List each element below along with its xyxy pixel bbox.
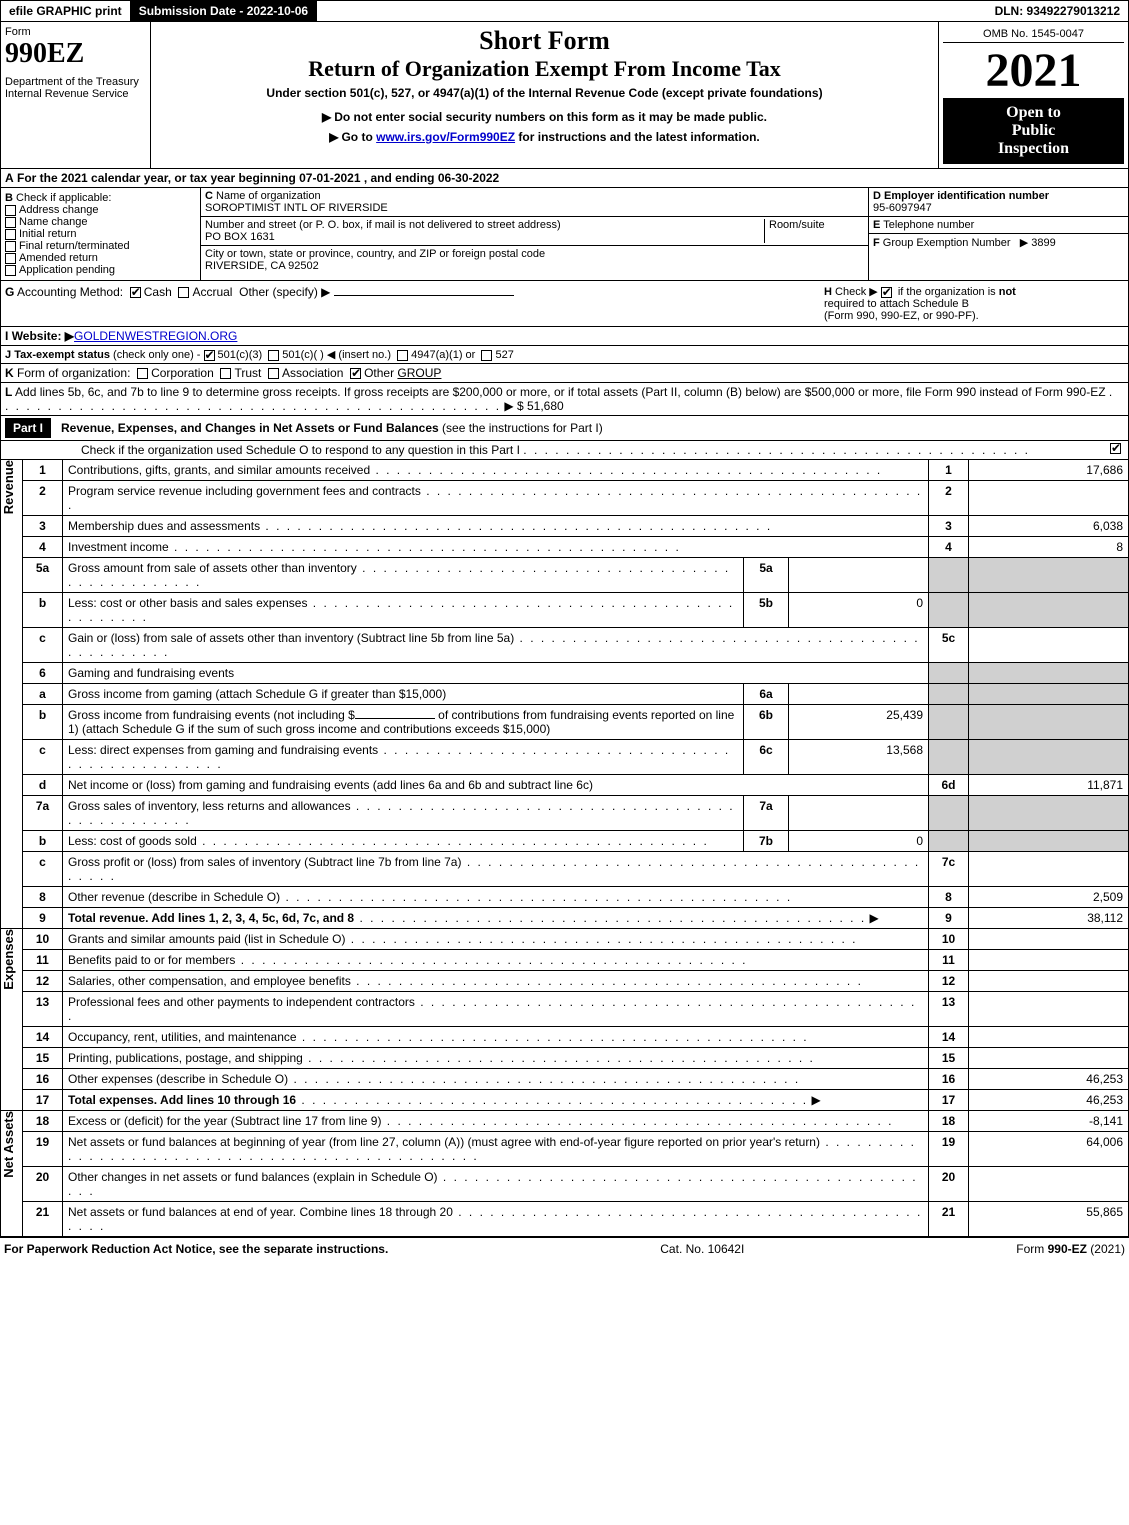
form-word: Form [5, 26, 146, 38]
netassets-side-label: Net Assets [1, 1111, 16, 1178]
room-suite-label: Room/suite [764, 219, 864, 243]
checkbox-name-change[interactable] [5, 217, 16, 228]
line18-amount: -8,141 [969, 1111, 1129, 1132]
other-org-value: GROUP [397, 366, 441, 380]
checkbox-trust[interactable] [220, 368, 231, 379]
line8-amount: 2,509 [969, 887, 1129, 908]
irs-link[interactable]: www.irs.gov/Form990EZ [376, 130, 515, 144]
top-bar: efile GRAPHIC print Submission Date - 20… [0, 0, 1129, 22]
form-number: 990EZ [5, 38, 146, 70]
ein-value: 95-6097947 [873, 202, 932, 214]
footer-catalog: Cat. No. 10642I [660, 1242, 744, 1256]
line6d-amount: 11,871 [969, 775, 1129, 796]
form-header: Form 990EZ Department of the Treasury In… [0, 22, 1129, 169]
section-c: C Name of organizationSOROPTIMIST INTL O… [201, 188, 868, 280]
checkbox-amended-return[interactable] [5, 253, 16, 264]
dept-treasury: Department of the Treasury [5, 76, 146, 88]
line3-amount: 6,038 [969, 516, 1129, 537]
section-bcd: B Check if applicable: Address change Na… [0, 188, 1129, 281]
checkbox-cash[interactable] [130, 287, 141, 298]
checkbox-application-pending[interactable] [5, 265, 16, 276]
checkbox-initial-return[interactable] [5, 229, 16, 240]
part1-header: Part I Revenue, Expenses, and Changes in… [0, 416, 1129, 441]
dln-label: DLN: 93492279013212 [987, 1, 1128, 21]
line4-amount: 8 [969, 537, 1129, 558]
submission-date-pill: Submission Date - 2022-10-06 [131, 1, 317, 21]
line19-amount: 64,006 [969, 1132, 1129, 1167]
org-city: RIVERSIDE, CA 92502 [205, 260, 319, 272]
gross-receipts: $ 51,680 [517, 399, 564, 413]
subtitle: Under section 501(c), 527, or 4947(a)(1)… [155, 86, 934, 100]
part1-table: Revenue 1Contributions, gifts, grants, a… [0, 460, 1129, 1237]
dept-irs: Internal Revenue Service [5, 88, 146, 100]
footer-form-ref: Form 990-EZ (2021) [1016, 1242, 1125, 1256]
section-def: D Employer identification number95-60979… [868, 188, 1128, 280]
part1-label: Part I [5, 418, 51, 438]
section-l: L Add lines 5b, 6c, and 7b to line 9 to … [0, 383, 1129, 416]
checkbox-4947[interactable] [397, 350, 408, 361]
section-gh: G Accounting Method: Cash Accrual Other … [0, 281, 1129, 327]
checkbox-527[interactable] [481, 350, 492, 361]
org-address: PO BOX 1631 [205, 231, 275, 243]
website-link[interactable]: GOLDENWESTREGION.ORG [74, 329, 237, 343]
line5b-amount: 0 [789, 593, 929, 628]
checkbox-other-org[interactable] [350, 368, 361, 379]
revenue-side-label: Revenue [1, 460, 16, 514]
expenses-side-label: Expenses [1, 929, 16, 990]
line9-amount: 38,112 [969, 908, 1129, 929]
omb-number: OMB No. 1545-0047 [943, 26, 1124, 43]
section-j: J Tax-exempt status (check only one) - 5… [0, 346, 1129, 364]
section-k: K Form of organization: Corporation Trus… [0, 364, 1129, 383]
checkbox-501c3[interactable] [204, 350, 215, 361]
part1-check-row: Check if the organization used Schedule … [0, 441, 1129, 460]
main-title: Return of Organization Exempt From Incom… [155, 56, 934, 82]
line1-amount: 17,686 [969, 460, 1129, 481]
line21-amount: 55,865 [969, 1202, 1129, 1237]
line7b-amount: 0 [789, 831, 929, 852]
efile-print-label: efile GRAPHIC print [1, 1, 131, 21]
line16-amount: 46,253 [969, 1069, 1129, 1090]
section-a: A For the 2021 calendar year, or tax yea… [0, 169, 1129, 188]
checkbox-corporation[interactable] [137, 368, 148, 379]
checkbox-schedule-o-part1[interactable] [1110, 443, 1121, 454]
open-to-public-inspection: Open toPublicInspection [943, 98, 1124, 164]
line6b-amount: 25,439 [789, 705, 929, 740]
tax-year: 2021 [943, 43, 1124, 98]
checkbox-accrual[interactable] [178, 287, 189, 298]
checkbox-final-return[interactable] [5, 241, 16, 252]
footer-left: For Paperwork Reduction Act Notice, see … [4, 1242, 388, 1256]
note-ssn: Do not enter social security numbers on … [155, 110, 934, 124]
line17-amount: 46,253 [969, 1090, 1129, 1111]
short-form-title: Short Form [155, 26, 934, 56]
checkbox-address-change[interactable] [5, 205, 16, 216]
section-i: I Website: ▶GOLDENWESTREGION.ORG [0, 327, 1129, 346]
checkbox-501c[interactable] [268, 350, 279, 361]
group-exemption-value: 3899 [1031, 237, 1055, 249]
org-name: SOROPTIMIST INTL OF RIVERSIDE [205, 202, 388, 214]
checkbox-association[interactable] [268, 368, 279, 379]
section-b: B Check if applicable: Address change Na… [1, 188, 201, 280]
checkbox-schedule-b-not-required[interactable] [881, 287, 892, 298]
line6c-amount: 13,568 [789, 740, 929, 775]
note-goto: Go to www.irs.gov/Form990EZ for instruct… [155, 130, 934, 144]
page-footer: For Paperwork Reduction Act Notice, see … [0, 1237, 1129, 1260]
